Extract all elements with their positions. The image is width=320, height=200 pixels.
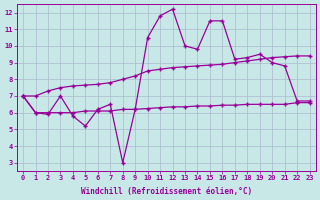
X-axis label: Windchill (Refroidissement éolien,°C): Windchill (Refroidissement éolien,°C) (81, 187, 252, 196)
